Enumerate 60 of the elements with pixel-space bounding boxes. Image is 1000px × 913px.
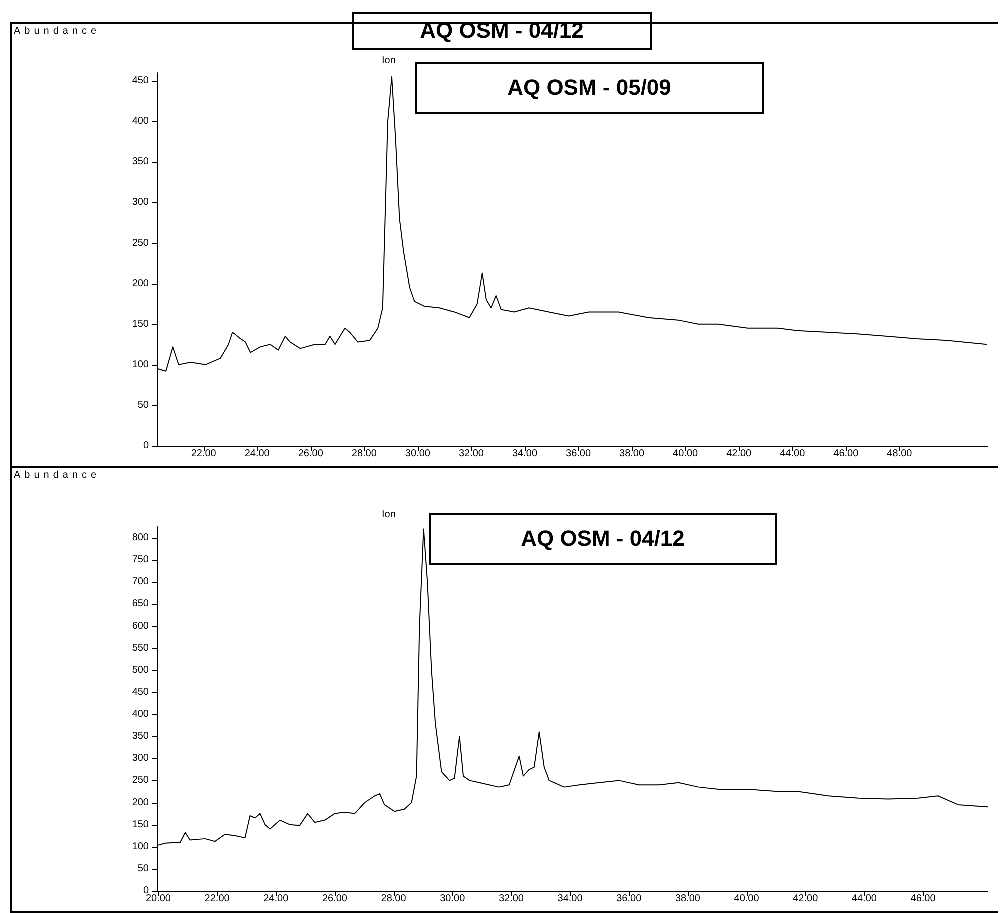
y-tick-label: 150 — [132, 318, 150, 330]
x-tick-label: 24.00 — [244, 448, 270, 460]
x-tick-label: 24.00 — [264, 894, 290, 904]
x-tick-label: 26.00 — [298, 448, 324, 460]
y-tick-label: 750 — [132, 554, 150, 566]
x-tick-label: 36.00 — [566, 448, 592, 460]
y-axis-title: Abundance — [14, 26, 101, 37]
y-tick-label: 550 — [132, 642, 150, 654]
y-tick-label: 500 — [132, 664, 150, 676]
x-tick-label: 40.00 — [734, 894, 760, 904]
y-tick-label: 200 — [132, 278, 150, 290]
x-tick-label: 32.00 — [498, 894, 524, 904]
x-tick-label: 42.00 — [726, 448, 752, 460]
y-tick-label: 600 — [132, 620, 150, 632]
y-tick-label: 700 — [132, 576, 150, 588]
y-tick-label: 250 — [132, 775, 150, 786]
x-tick-label: 28.00 — [352, 448, 378, 460]
y-tick-label: 450 — [132, 76, 150, 87]
x-tick-label: 30.00 — [405, 448, 431, 460]
x-tick-label: 34.00 — [512, 448, 538, 460]
y-tick-label: 150 — [132, 819, 150, 830]
chart-title: Ion — [382, 56, 396, 66]
x-tick-label: 28.00 — [381, 894, 407, 904]
x-tick-label: 32.00 — [458, 448, 484, 460]
x-tick-label: 44.00 — [780, 448, 806, 460]
y-tick-label: 100 — [132, 841, 150, 852]
x-tick-label: 48.00 — [887, 448, 913, 460]
y-tick-label: 350 — [132, 731, 150, 742]
y-tick-label: 300 — [132, 197, 150, 208]
y-tick-label: 250 — [132, 238, 150, 249]
x-tick-label: 36.00 — [616, 894, 642, 904]
chart-title: Ion — [382, 510, 396, 520]
x-tick-label: 20.00 — [146, 894, 172, 904]
annotation: AQ OSM - 05/09 — [415, 62, 764, 114]
x-tick-label: 30.00 — [440, 894, 466, 904]
y-axis-title: Abundance — [14, 470, 101, 481]
y-tick-label: 50 — [138, 400, 150, 411]
x-tick-label: 42.00 — [793, 894, 819, 904]
annotation: AQ OSM - 04/12 — [429, 513, 777, 565]
x-tick-label: 38.00 — [675, 894, 701, 904]
x-tick-label: 22.00 — [204, 894, 230, 904]
x-tick-label: 44.00 — [852, 894, 878, 904]
x-tick-label: 40.00 — [673, 448, 699, 460]
y-tick-label: 300 — [132, 753, 150, 764]
x-tick-label: 38.00 — [620, 448, 645, 460]
y-tick-label: 350 — [132, 156, 150, 168]
x-tick-label: 34.00 — [558, 894, 584, 904]
x-tick-label: 46.00 — [910, 894, 936, 904]
y-tick-label: 400 — [132, 709, 150, 720]
y-tick-label: 0 — [143, 440, 150, 452]
x-tick-label: 26.00 — [322, 894, 348, 904]
y-tick-label: 200 — [132, 797, 150, 808]
x-tick-label: 22.00 — [191, 448, 217, 460]
y-tick-label: 650 — [132, 598, 150, 610]
y-tick-label: 800 — [132, 532, 150, 544]
y-tick-label: 450 — [132, 686, 150, 698]
y-tick-label: 50 — [138, 863, 150, 874]
x-tick-label: 46.00 — [834, 448, 860, 460]
y-tick-label: 400 — [132, 116, 150, 128]
y-tick-label: 100 — [132, 359, 150, 370]
